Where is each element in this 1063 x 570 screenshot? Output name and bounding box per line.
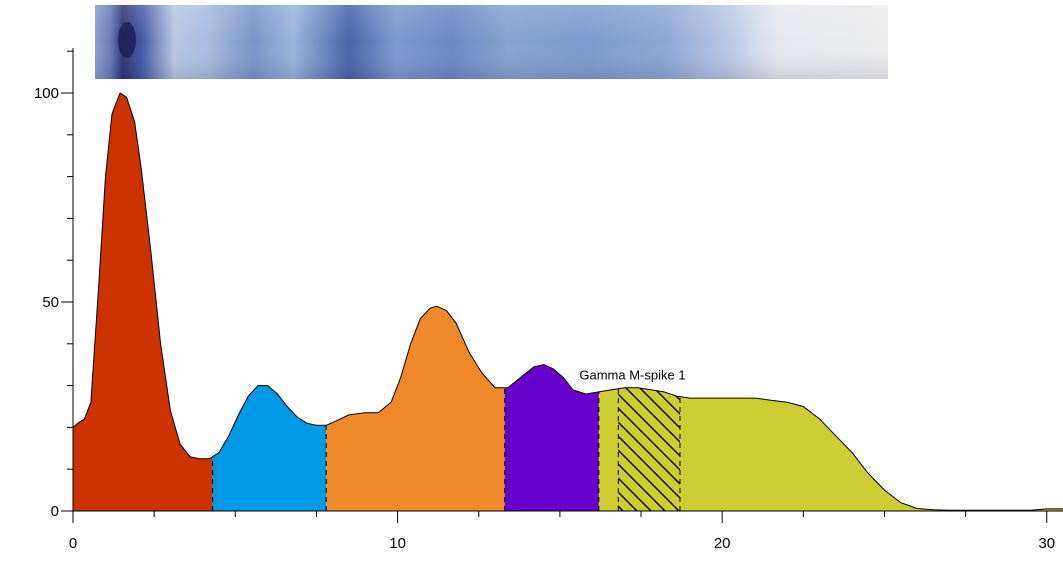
x-tick-label: 30 (1038, 535, 1055, 552)
hatched-region (618, 387, 680, 511)
x-tick-label: 0 (69, 535, 77, 552)
annotations: Gamma M-spike 1 (579, 367, 685, 382)
x-tick-label: 10 (389, 535, 406, 552)
y-tick-label: 100 (34, 85, 59, 102)
hatched-area (618, 387, 680, 511)
fraction-areas (73, 93, 1063, 511)
x-ticks: 0 10 20 30 (69, 511, 1055, 552)
density-curve (72, 92, 1063, 511)
x-tick-label: 20 (714, 535, 731, 552)
fraction-area-2 (212, 385, 327, 511)
y-ticks: 0 50 100 (34, 50, 73, 520)
y-tick-label: 0 (51, 503, 59, 520)
annotation-label: Gamma M-spike 1 (579, 367, 685, 382)
fraction-area-3 (326, 306, 505, 511)
fraction-dividers (72, 387, 681, 511)
fraction-area-1 (73, 93, 213, 511)
axes: 0 10 20 30 0 50 100 (34, 48, 1063, 552)
y-tick-label: 50 (42, 294, 59, 311)
fraction-area-4 (504, 364, 599, 511)
fraction-area-5 (598, 387, 1063, 511)
densitometry-strip (95, 5, 888, 79)
